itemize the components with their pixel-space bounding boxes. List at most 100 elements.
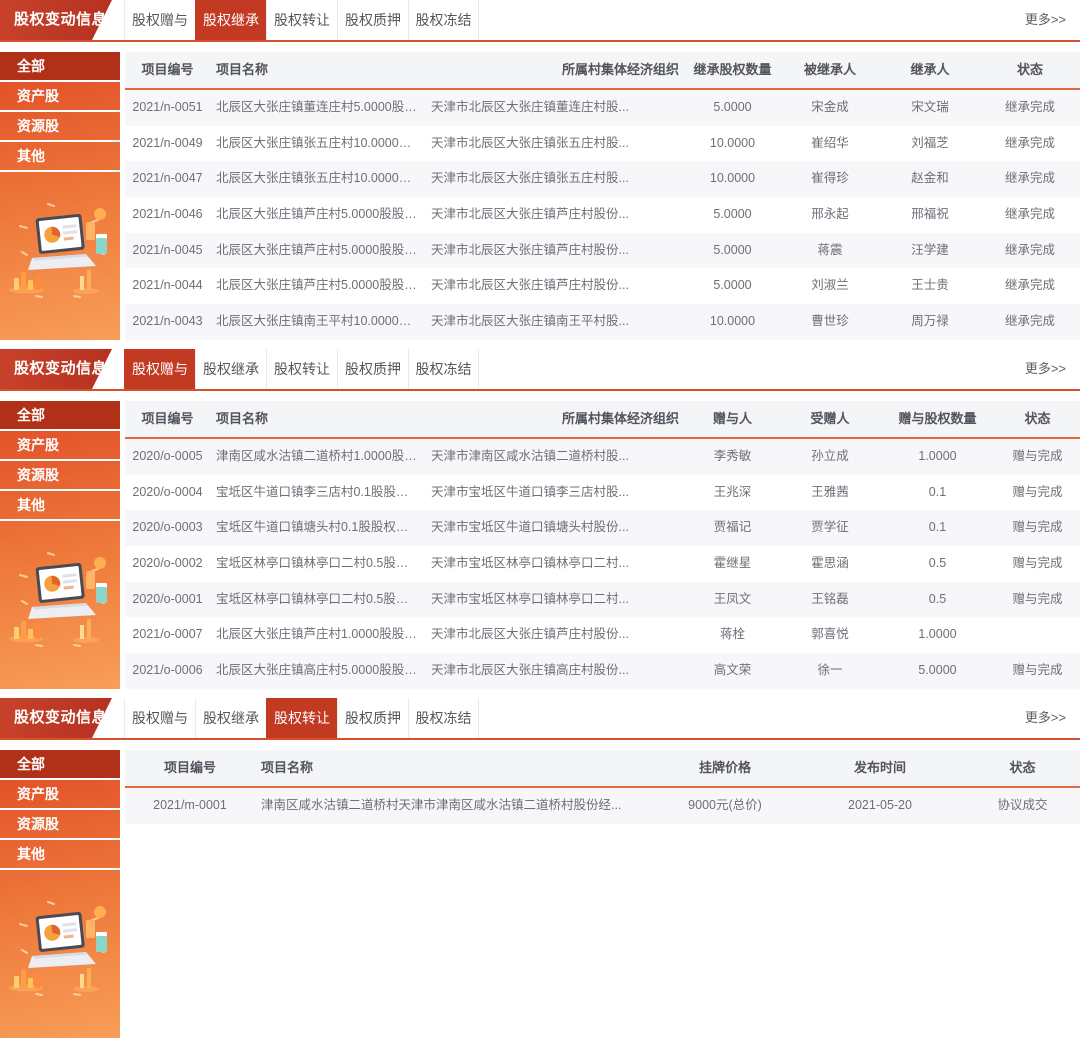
table-row[interactable]: 2021/n-0049 北辰区大张庄镇张五庄村10.0000股股权继... 天津市北… [125,126,1080,162]
tab-equity-transfer[interactable]: 股权转让 [266,698,337,738]
table-cell: 贾福记 [713,520,752,535]
sidebar-item-resource-shares[interactable]: 资源股 [0,810,120,840]
table-cell: 2020/o-0003 [132,520,203,535]
sidebar-item-all[interactable]: 全部 [0,750,120,780]
tab-equity-pledge[interactable]: 股权质押 [337,349,408,389]
analytics-illustration [8,890,112,1000]
tab-equity-pledge[interactable]: 股权质押 [337,0,408,40]
table-cell: 1.0000 [918,627,957,642]
table-body: 2021/n-0051 北辰区大张庄镇董连庄村5.0000股股权继... 天津市北辰… [125,90,1080,340]
table-cell: 王士贵 [911,278,949,293]
table-row[interactable]: 2021/n-0047 北辰区大张庄镇张五庄村10.0000股股权继... 天津市北… [125,161,1080,198]
column-header: 赠与股权数量 [898,411,977,426]
table-cell: 宝坻区牛道口镇李三店村0.1股股权赠与项目 [216,484,425,499]
table-row[interactable]: 2020/o-0004 宝坻区牛道口镇李三店村0.1股股权赠与项目天津市宝坻区牛道… [125,475,1080,511]
sidebar-item-asset-shares[interactable]: 资产股 [0,82,120,112]
table-cell: 崔绍华 [811,135,849,150]
tab-bar: 股权变动信息 股权赠与 股权继承 股权转让 股权质押 股权冻结 更多>> [0,0,1080,42]
column-header: 继承股权数量 [693,62,772,77]
tab-equity-freeze[interactable]: 股权冻结 [408,698,479,738]
table-cell: 王凤文 [713,591,752,606]
tab-bar: 股权变动信息 股权赠与 股权继承 股权转让 股权质押 股权冻结 更多>> [0,349,1080,391]
table-cell: 郭喜悦 [811,627,849,642]
tabs: 股权赠与 股权继承 股权转让 股权质押 股权冻结 [124,698,479,738]
tab-equity-freeze[interactable]: 股权冻结 [408,349,479,389]
tab-equity-transfer[interactable]: 股权转让 [266,349,337,389]
table-row[interactable]: 2021/o-0006 北辰区大张庄镇高庄村5.0000股股权赠与... 天津市北辰… [125,653,1080,689]
tabs: 股权赠与 股权继承 股权转让 股权质押 股权冻结 [124,349,479,389]
table-cell: 刘淑兰 [811,278,849,293]
column-header: 赠与人 [712,411,752,426]
table-row[interactable]: 2020/o-0001 宝坻区林亭口镇林亭口二村0.5股股权赠与... 天津市宝坻区… [125,581,1080,618]
table-cell: 赠与完成 [1012,663,1063,678]
tab-equity-inherit[interactable]: 股权继承 [195,349,266,389]
table-row[interactable]: 2021/n-0044 北辰区大张庄镇芦庄村5.0000股股权继承... 天津市北辰… [125,268,1080,304]
equity-change-section-gift: 股权变动信息 股权赠与 股权继承 股权转让 股权质押 股权冻结 更多>> 全部 资产股 资源… [0,349,1080,698]
tab-equity-pledge[interactable]: 股权质押 [337,698,408,738]
table-cell: 刘福芝 [911,135,949,150]
table-cell: 2021/o-0006 [132,663,203,678]
tab-equity-gift[interactable]: 股权赠与 [124,349,195,389]
sidebar-item-asset-shares[interactable]: 资产股 [0,780,120,810]
tab-equity-gift[interactable]: 股权赠与 [124,0,195,40]
table-cell: 天津市北辰区大张庄镇芦庄村股份... [431,207,629,222]
more-link[interactable]: 更多>> [1024,12,1066,27]
tab-equity-gift[interactable]: 股权赠与 [124,698,195,738]
table-row[interactable]: 2021/n-0043 北辰区大张庄镇南王平村10.0000股股权继... 天津市北… [125,304,1080,340]
table-cell: 0.5 [928,556,947,571]
tab-equity-transfer[interactable]: 股权转让 [266,0,337,40]
tabs: 股权赠与 股权继承 股权转让 股权质押 股权冻结 [124,0,479,40]
table-cell: 继承完成 [1004,171,1055,186]
table-cell: 宋金成 [811,100,849,114]
table-row[interactable]: 2021/n-0046 北辰区大张庄镇芦庄村5.0000股股权继承... 天津市北辰… [125,197,1080,233]
column-header: 所属村集体经济组织 [561,62,679,77]
table-cell: 0.5 [928,591,947,606]
table-row[interactable]: 2020/o-0005 津南区咸水沽镇二道桥村1.0000股股权赠... 天津市津南… [125,439,1080,475]
more-link[interactable]: 更多>> [1024,710,1066,725]
sidebar-item-other[interactable]: 其他 [0,491,120,521]
table-row[interactable]: 2021/n-0051 北辰区大张庄镇董连庄村5.0000股股权继... 天津市北辰… [125,90,1080,126]
sidebar-item-other[interactable]: 其他 [0,840,120,870]
sidebar-item-other[interactable]: 其他 [0,142,120,172]
table-cell: 宝坻区林亭口镇林亭口二村0.5股股权赠与... [216,556,425,571]
tab-equity-inherit[interactable]: 股权继承 [195,0,266,40]
table-cell: 北辰区大张庄镇芦庄村5.0000股股权继承... [216,278,425,293]
laptop-analytics-illustration-svg [9,552,107,647]
table-cell: 天津市宝坻区林亭口镇林亭口二村... [431,591,629,606]
table-row[interactable]: 2021/n-0045 北辰区大张庄镇芦庄村5.0000股股权继承... 天津市北辰… [125,232,1080,269]
table-cell: 王铭磊 [811,591,849,606]
table-cell: 孙立成 [811,449,849,463]
sidebar-item-all[interactable]: 全部 [0,401,120,431]
table-header-row: 项目编号 项目名称 挂牌价格 发布时间 状态 [125,750,1080,788]
column-header: 所属村集体经济组织 [561,411,679,426]
table-cell: 10.0000 [709,171,756,186]
table-header-row: 项目编号 项目名称 所属村集体经济组织 赠与人 受赠人 赠与股权数量 状态 [125,401,1080,439]
table-cell: 天津市津南区咸水沽镇二道桥村股... [431,449,629,463]
table-cell: 5.0000 [713,278,752,293]
table-cell: 蒋栓 [719,627,745,642]
table-cell: 天津市北辰区大张庄镇张五庄村股... [431,135,629,150]
table-cell: 汪学建 [911,242,949,257]
sidebar-item-all[interactable]: 全部 [0,52,120,82]
table-row[interactable]: 2020/o-0003 宝坻区牛道口镇塘头村0.1股股权赠与项目 天津市宝坻区牛道口… [125,510,1080,547]
table-cell: 天津市北辰区大张庄镇张五庄村股... [431,171,629,186]
table-cell: 天津市宝坻区牛道口镇塘头村股份... [431,520,629,535]
section-title: 股权变动信息 [14,11,108,28]
table-cell: 2021/n-0049 [132,135,203,150]
table-row[interactable]: 2021/o-0007 北辰区大张庄镇芦庄村1.0000股股权赠与... 天津市北辰… [125,617,1080,653]
table-cell: 10.0000 [709,314,756,329]
analytics-illustration [8,192,112,302]
sidebar-item-resource-shares[interactable]: 资源股 [0,461,120,491]
table-cell: 2020/o-0004 [132,484,203,499]
sidebar-item-resource-shares[interactable]: 资源股 [0,112,120,142]
tab-equity-freeze[interactable]: 股权冻结 [408,0,479,40]
table-row[interactable]: 2020/o-0002 宝坻区林亭口镇林亭口二村0.5股股权赠与... 天津市宝坻区… [125,546,1080,582]
table-row[interactable]: 2021/m-0001 津南区咸水沽镇二道桥村天津市津南区咸水沽镇二道桥村股份经.… [125,788,1080,824]
more-link[interactable]: 更多>> [1024,361,1066,376]
laptop-analytics-illustration-svg [9,901,107,996]
table-cell: 2020/o-0001 [132,591,203,606]
sidebar-item-asset-shares[interactable]: 资产股 [0,431,120,461]
tab-equity-inherit[interactable]: 股权继承 [195,698,266,738]
section-content: 全部 资产股 资源股 其他 项目编号 项目 [0,401,1080,689]
category-list: 全部 资产股 资源股 其他 [0,52,120,172]
